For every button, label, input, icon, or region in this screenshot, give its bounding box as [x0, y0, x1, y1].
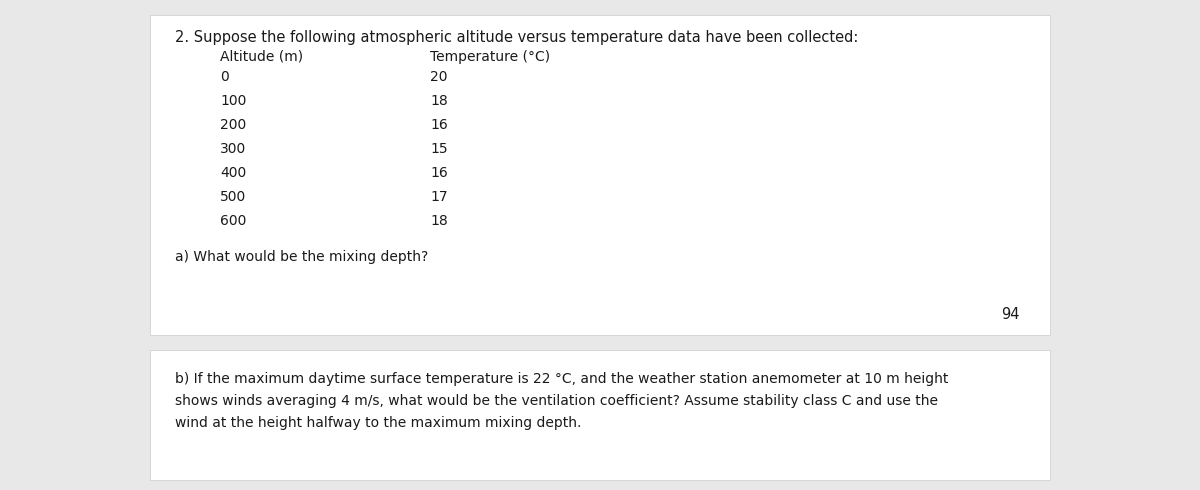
Text: 18: 18: [430, 214, 448, 228]
Text: 200: 200: [220, 118, 246, 132]
Text: 16: 16: [430, 118, 448, 132]
Text: 16: 16: [430, 166, 448, 180]
Text: 20: 20: [430, 70, 448, 84]
Text: a) What would be the mixing depth?: a) What would be the mixing depth?: [175, 250, 428, 264]
FancyBboxPatch shape: [150, 350, 1050, 480]
Text: 15: 15: [430, 142, 448, 156]
Text: 17: 17: [430, 190, 448, 204]
Text: 100: 100: [220, 94, 246, 108]
Text: shows winds averaging 4 m/s, what would be the ventilation coefficient? Assume s: shows winds averaging 4 m/s, what would …: [175, 394, 938, 408]
Text: 400: 400: [220, 166, 246, 180]
Text: Temperature (°C): Temperature (°C): [430, 50, 550, 64]
Text: 500: 500: [220, 190, 246, 204]
Text: wind at the height halfway to the maximum mixing depth.: wind at the height halfway to the maximu…: [175, 416, 581, 430]
Text: 0: 0: [220, 70, 229, 84]
Text: 94: 94: [1002, 307, 1020, 322]
Text: 18: 18: [430, 94, 448, 108]
Text: Altitude (m): Altitude (m): [220, 50, 304, 64]
FancyBboxPatch shape: [150, 15, 1050, 335]
Text: 2. Suppose the following atmospheric altitude versus temperature data have been : 2. Suppose the following atmospheric alt…: [175, 30, 858, 45]
Text: 600: 600: [220, 214, 246, 228]
Text: 300: 300: [220, 142, 246, 156]
Text: b) If the maximum daytime surface temperature is 22 °C, and the weather station : b) If the maximum daytime surface temper…: [175, 372, 948, 386]
